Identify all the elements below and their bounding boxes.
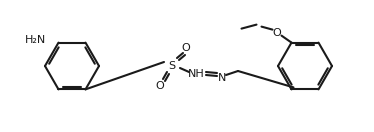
Text: O: O [272, 28, 281, 38]
Text: N: N [218, 73, 226, 83]
Text: H₂N: H₂N [25, 35, 46, 45]
Text: S: S [168, 61, 175, 71]
Text: NH: NH [188, 69, 204, 79]
Text: O: O [182, 43, 190, 53]
Text: O: O [156, 81, 165, 91]
